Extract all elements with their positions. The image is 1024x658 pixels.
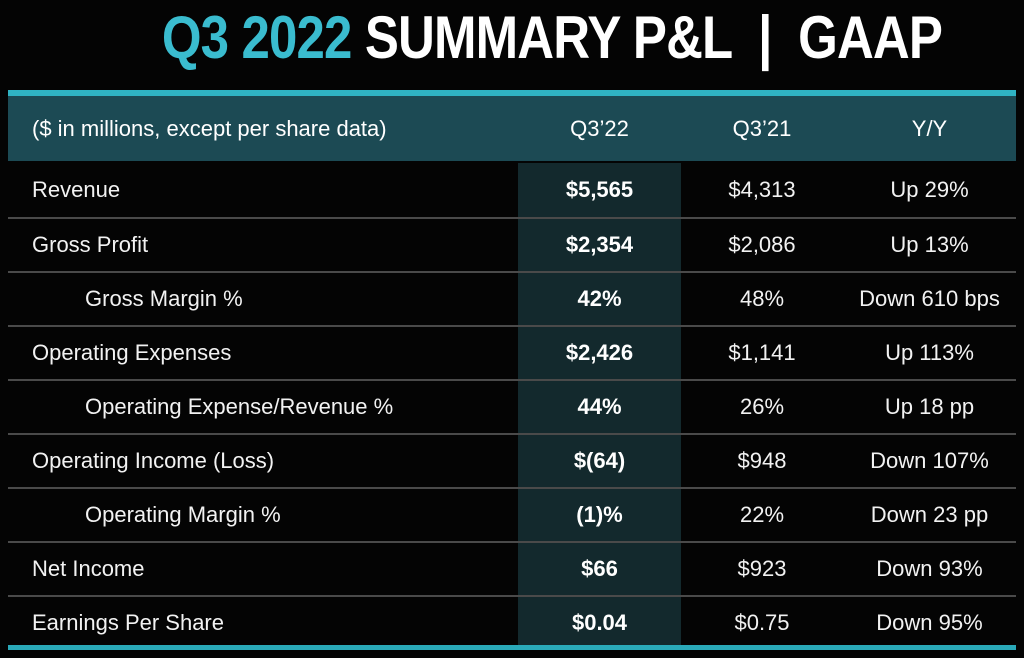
value-yy: Down 107%	[870, 448, 989, 473]
value-yy: Down 95%	[876, 610, 983, 635]
table-row: Operating Expense/Revenue % 44% 26% Up 1…	[8, 379, 1016, 433]
value-q321: $2,086	[728, 232, 796, 257]
value-q321: $1,141	[728, 340, 796, 365]
value-q322: $66	[581, 556, 618, 581]
value-yy: Up 13%	[890, 232, 969, 257]
table-row: Gross Profit $2,354 $2,086 Up 13%	[8, 217, 1016, 271]
value-q322: $(64)	[573, 448, 626, 473]
value-q321: $948	[737, 448, 787, 473]
header-col-q322: Q3’22	[570, 115, 629, 141]
value-yy: Down 23 pp	[870, 502, 989, 527]
value-yy: Up 113%	[885, 340, 974, 365]
value-q321: $0.75	[734, 610, 790, 635]
q322-column-highlight	[518, 163, 681, 649]
table-row: Operating Income (Loss) $(64) $948 Down …	[8, 433, 1016, 487]
value-q322: $5,565	[565, 177, 634, 202]
row-label: Operating Income (Loss)	[32, 448, 275, 473]
slide-title-text: Q3 2022 SUMMARY P&L | GAAP	[82, 0, 943, 128]
value-q322: 42%	[577, 286, 622, 311]
value-q322: (1)%	[576, 502, 623, 527]
value-q321: 22%	[739, 502, 785, 527]
row-label: Operating Expenses	[32, 340, 232, 365]
table-row: Earnings Per Share $0.04 $0.75 Down 95%	[8, 595, 1016, 649]
table-row: Revenue $5,565 $4,313 Up 29%	[8, 163, 1016, 217]
row-label: Gross Margin %	[85, 286, 243, 311]
pnl-table: ($ in millions, except per share data) Q…	[8, 90, 1016, 649]
row-label: Net Income	[32, 556, 145, 581]
row-label: Operating Margin %	[85, 502, 281, 527]
value-q321: 48%	[739, 286, 785, 311]
value-yy: Up 18 pp	[884, 394, 975, 419]
value-q321: $923	[737, 556, 787, 581]
value-q322: $0.04	[571, 610, 628, 635]
table-row: Operating Expenses $2,426 $1,141 Up 113%	[8, 325, 1016, 379]
row-label: Gross Profit	[32, 232, 149, 257]
value-q322: 44%	[577, 394, 622, 419]
value-q322: $2,354	[565, 232, 634, 257]
header-units-note: ($ in millions, except per share data)	[32, 115, 387, 141]
bottom-accent-line	[8, 645, 1016, 650]
title-rest: SUMMARY P&L | GAAP	[351, 4, 943, 71]
value-q321: 26%	[739, 394, 785, 419]
value-q322: $2,426	[565, 340, 634, 365]
table-row: Gross Margin % 42% 48% Down 610 bps	[8, 271, 1016, 325]
title-quarter: Q3 2022	[161, 4, 353, 71]
header-col-yy: Y/Y	[911, 115, 948, 141]
table-row: Net Income $66 $923 Down 93%	[8, 541, 1016, 595]
row-label: Revenue	[32, 177, 121, 202]
value-q321: $4,313	[728, 177, 796, 202]
value-yy: Down 93%	[876, 556, 983, 581]
table-row: Operating Margin % (1)% 22% Down 23 pp	[8, 487, 1016, 541]
row-label: Operating Expense/Revenue %	[85, 394, 394, 419]
slide-title: Q3 2022 SUMMARY P&L | GAAP	[0, 0, 1024, 76]
value-yy: Down 610 bps	[859, 286, 1000, 311]
value-yy: Up 29%	[890, 177, 969, 202]
header-col-q321: Q3’21	[732, 115, 792, 141]
row-label: Earnings Per Share	[32, 610, 224, 635]
table-header-row: ($ in millions, except per share data) Q…	[8, 90, 1016, 161]
table-body: Revenue $5,565 $4,313 Up 29% Gross Profi…	[8, 163, 1016, 649]
